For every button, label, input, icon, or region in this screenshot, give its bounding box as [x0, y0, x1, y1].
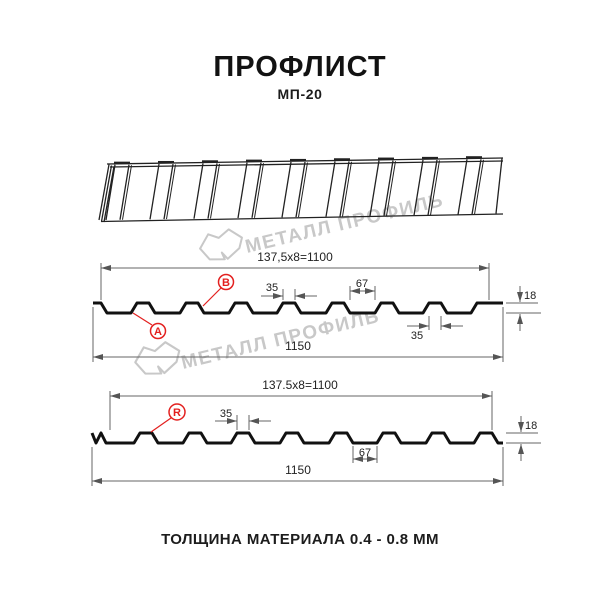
rib-line: [193, 163, 204, 219]
dim-ribtop2-ab: [407, 316, 463, 330]
watermark-text-top: МЕТАЛЛ ПРОФИЛЬ: [243, 190, 446, 258]
rib-line: [119, 164, 130, 220]
dim-ribtop2-ab-label: 35: [411, 330, 423, 342]
callout-side-r: R: [150, 403, 186, 433]
rib-line: [386, 161, 396, 216]
dim-overall-ab-label: 1150: [285, 339, 311, 353]
side-b-label: В: [222, 277, 230, 289]
dim-overall-r: [91, 447, 504, 486]
rib-line: [339, 161, 350, 217]
profile-3d-view: [98, 156, 504, 223]
rib-line: [298, 162, 308, 218]
dim-ribtop-r: [215, 415, 271, 430]
rib-line: [281, 161, 292, 218]
rib-line: [251, 162, 262, 218]
watermark-logo-middle: [134, 341, 181, 375]
rib-line: [295, 161, 306, 218]
dim-ribtop-ab-label: 35: [266, 282, 278, 294]
rib-line: [471, 159, 482, 215]
rib-line: [237, 162, 248, 219]
dim-overall-ab: [92, 307, 504, 362]
sheet-near-edge: [100, 213, 504, 223]
dim-valley-r-label: 67: [359, 447, 371, 459]
dim-overall-r-label: 1150: [285, 463, 311, 477]
dim-height-r-label: 18: [525, 420, 537, 432]
rib-line: [163, 163, 174, 220]
sheet-cut-edge: [103, 166, 115, 223]
rib-line: [457, 159, 468, 215]
rib-line: [342, 161, 352, 217]
callout-side-b: В: [202, 273, 235, 307]
dim-module-r: [109, 391, 493, 430]
section-r: 137.5x8=1100 35 67 18: [90, 378, 541, 486]
watermark-label: МЕТАЛЛ ПРОФИЛЬ: [179, 306, 382, 374]
dim-valley-ab: [349, 286, 376, 300]
rib-line: [210, 163, 220, 219]
dim-module-ab: [100, 263, 490, 300]
dim-module-ab-label: 137,5x8=1100: [257, 250, 333, 264]
rib-line: [122, 165, 132, 220]
dim-module-r-label: 137.5x8=1100: [262, 378, 338, 392]
section-ab: 137,5x8=1100 35 67 35: [92, 250, 541, 362]
rib-line: [383, 160, 394, 216]
rib-line: [413, 159, 424, 216]
profile-outline-r: [90, 431, 503, 445]
rib-line: [166, 164, 176, 220]
sheet-right-edge: [495, 158, 503, 214]
side-a-label: А: [154, 326, 162, 338]
rib-line: [207, 163, 218, 219]
rib-line: [369, 160, 380, 217]
rib-line: [474, 159, 484, 215]
dim-height-r: [506, 416, 541, 461]
thickness-note: ТОЛЩИНА МАТЕРИАЛА 0.4 - 0.8 ММ: [161, 531, 439, 548]
profile-outline-ab: [93, 301, 503, 315]
callout-side-a: А: [132, 312, 167, 340]
dim-height-ab-label: 18: [524, 290, 536, 302]
rib-line: [325, 161, 336, 217]
dim-height-ab: [506, 286, 541, 331]
watermark-text-middle: МЕТАЛЛ ПРОФИЛЬ: [179, 306, 382, 374]
sheet-cut-edge: [98, 164, 110, 221]
rib-line: [254, 163, 264, 218]
rib-line: [149, 163, 160, 220]
dim-ribtop-r-label: 35: [220, 408, 232, 420]
dim-valley-r: [352, 446, 378, 463]
sheet-ribs: [105, 156, 484, 221]
watermark-logo-top: [199, 228, 243, 261]
dim-valley-ab-label: 67: [356, 278, 368, 290]
watermark-label: МЕТАЛЛ ПРОФИЛЬ: [243, 190, 446, 258]
dim-ribtop-ab: [261, 289, 317, 300]
rib-line: [430, 160, 440, 216]
profile-model-subtitle: МП-20: [277, 86, 323, 102]
rib-line: [427, 159, 438, 216]
rib-line: [105, 164, 116, 221]
sheet-cut-edge: [100, 165, 113, 222]
side-r-label: R: [173, 407, 181, 419]
page-title: ПРОФЛИСТ: [213, 51, 387, 83]
